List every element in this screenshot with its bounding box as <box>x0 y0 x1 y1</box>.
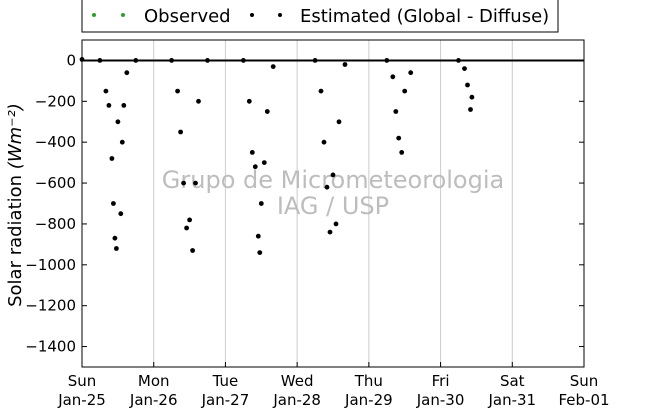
data-point <box>465 82 470 88</box>
y-axis-label-text: Solar radiation <box>5 175 26 307</box>
x-tick-label-date: Jan-27 <box>201 391 250 409</box>
watermark-line-1: Grupo de Micrometeorologia <box>162 166 504 194</box>
data-point <box>312 58 318 63</box>
x-tick-label-date: Jan-26 <box>129 391 178 409</box>
data-point <box>336 119 342 125</box>
data-point <box>190 248 196 253</box>
data-point <box>257 250 263 256</box>
data-point <box>408 70 414 76</box>
x-tick-label-date: Jan-25 <box>57 391 106 409</box>
data-point <box>175 88 181 94</box>
data-point <box>384 58 390 63</box>
data-point <box>258 201 264 206</box>
x-tick-label-day: Sun <box>570 372 599 390</box>
x-tick-label-day: Sat <box>500 372 525 390</box>
y-tick-label: 0 <box>66 51 76 69</box>
x-tick-label-date: Jan-28 <box>272 391 321 409</box>
data-point <box>396 135 402 141</box>
data-point <box>342 62 348 67</box>
data-point <box>270 64 276 69</box>
y-tick-label: −1400 <box>25 338 76 356</box>
data-point <box>109 156 115 161</box>
y-axis-label: Solar radiation (Wm⁻²) <box>5 103 26 307</box>
data-point <box>318 88 324 94</box>
x-tick-label-date: Feb-01 <box>558 391 609 409</box>
data-point <box>111 201 116 206</box>
y-tick-label: −800 <box>35 215 76 233</box>
legend-label-observed: Observed <box>144 6 231 27</box>
data-point <box>119 139 125 145</box>
data-point <box>390 74 396 80</box>
data-point <box>246 98 252 104</box>
x-tick-label-day: Fri <box>432 372 450 390</box>
data-point <box>124 70 130 76</box>
legend: Observed Estimated (Global - Diffuse) <box>81 0 559 33</box>
data-point <box>456 58 461 63</box>
data-point <box>330 172 336 178</box>
data-point <box>169 58 175 63</box>
data-point <box>327 229 333 235</box>
x-tick-label-date: Jan-31 <box>487 391 536 409</box>
legend-label-estimated: Estimated (Global - Diffuse) <box>300 6 549 27</box>
y-axis: 0 −200 −400 −600 −800 −1000 −1200 −1400 <box>25 51 584 356</box>
data-point <box>114 246 119 251</box>
data-point <box>196 98 201 104</box>
data-point <box>241 58 246 63</box>
data-points <box>79 57 475 256</box>
data-point <box>321 139 327 145</box>
x-tick-label-day: Thu <box>354 372 383 390</box>
data-point <box>393 109 399 114</box>
y-tick-label: −1000 <box>25 256 76 274</box>
data-point <box>469 94 475 100</box>
legend-marker-estimated <box>250 13 254 17</box>
grid-lines <box>153 40 513 367</box>
data-point <box>333 221 339 227</box>
data-point <box>468 107 473 112</box>
data-point <box>178 129 184 135</box>
y-axis-label-unit: (Wm⁻²) <box>5 103 26 169</box>
x-tick-label-day: Sun <box>68 372 97 390</box>
data-point <box>249 150 255 155</box>
data-point <box>112 235 118 241</box>
legend-box <box>81 0 559 33</box>
data-point <box>133 58 139 63</box>
y-tick-label: −600 <box>35 174 76 192</box>
x-axis: SunJan-25MonJan-26TueJan-27WedJan-28ThuJ… <box>57 362 610 409</box>
data-point <box>106 103 112 108</box>
x-tick-label-date: Jan-29 <box>344 391 393 409</box>
data-point <box>261 160 267 166</box>
data-point <box>118 211 124 217</box>
data-point <box>193 180 198 186</box>
data-point <box>184 225 190 231</box>
data-point <box>103 88 109 94</box>
y-tick-label: −200 <box>35 92 76 110</box>
x-tick-label-day: Tue <box>212 372 239 390</box>
data-point <box>255 233 261 239</box>
legend-marker-observed <box>121 13 125 17</box>
x-tick-label-day: Mon <box>138 372 170 390</box>
data-point <box>399 150 405 155</box>
data-point <box>181 180 187 186</box>
watermark-line-2: IAG / USP <box>277 192 389 220</box>
y-tick-label: −400 <box>35 133 76 151</box>
data-point <box>97 58 103 63</box>
x-tick-label-date: Jan-30 <box>416 391 465 409</box>
x-tick-label-day: Wed <box>281 372 314 390</box>
data-point <box>121 103 127 108</box>
legend-marker-observed <box>92 13 96 17</box>
data-point <box>402 88 408 94</box>
legend-marker-estimated <box>278 13 282 17</box>
data-point <box>252 164 258 170</box>
data-point <box>115 119 121 125</box>
data-point <box>187 217 193 223</box>
data-point <box>462 66 467 71</box>
plot-frame <box>81 39 585 368</box>
data-point <box>264 109 270 114</box>
y-tick-label: −1200 <box>25 297 76 315</box>
data-point <box>324 184 330 190</box>
data-point <box>205 58 210 63</box>
